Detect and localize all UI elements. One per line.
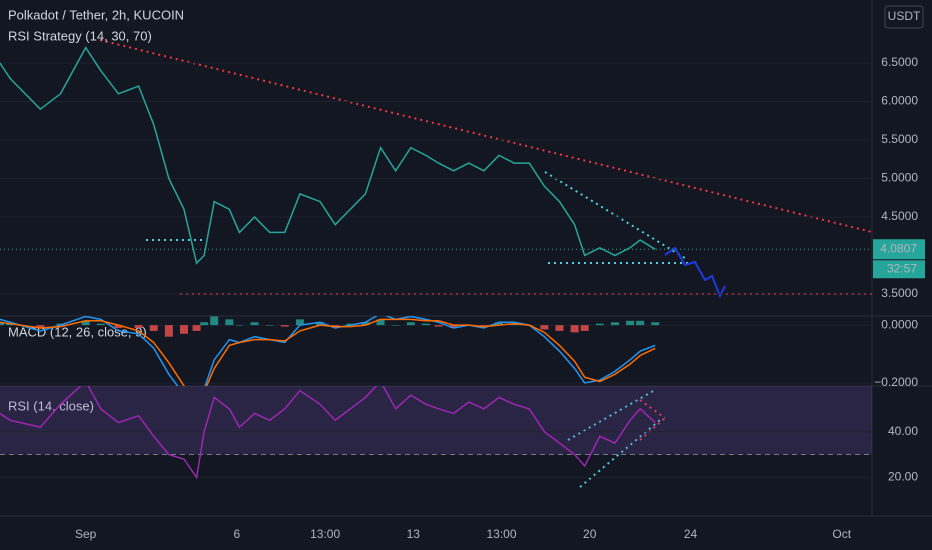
series-line	[0, 386, 656, 480]
histogram-bar	[235, 325, 244, 326]
histogram-bar	[210, 316, 219, 326]
histogram-bar	[316, 322, 325, 326]
histogram-bar	[555, 325, 564, 331]
histogram-bar	[406, 322, 415, 326]
last-price-label: 4.0807	[880, 241, 917, 255]
indicator-title: RSI (14, close)	[8, 398, 94, 413]
histogram-bar	[179, 325, 188, 334]
histogram-bar	[192, 325, 201, 331]
histogram-bar	[36, 325, 45, 329]
y-tick-label: 5.5000	[881, 132, 918, 146]
y-tick-label: 6.5000	[881, 55, 918, 69]
histogram-bar	[265, 325, 274, 326]
y-tick-label: 20.00	[888, 470, 918, 484]
histogram-bar	[250, 322, 259, 326]
last-price-box	[873, 239, 925, 260]
histogram-bar	[376, 319, 385, 326]
histogram-bar	[134, 325, 143, 329]
y-tick-label: 0.0000	[881, 317, 918, 331]
rsi-drawings	[567, 389, 666, 488]
histogram-bar	[295, 319, 304, 326]
histogram-bar	[636, 320, 645, 326]
histogram-bar	[495, 322, 504, 326]
y-tick-label: 4.5000	[881, 209, 918, 223]
projection-path	[664, 246, 726, 299]
histogram-bar	[449, 325, 458, 329]
pane	[0, 316, 872, 386]
histogram-bar	[391, 325, 400, 326]
series-line	[0, 46, 656, 265]
histogram-bar	[200, 322, 209, 326]
x-tick-label: 6	[234, 527, 241, 541]
histogram-bar	[96, 323, 105, 326]
x-tick-label: 20	[583, 527, 597, 541]
y-tick-label: 40.00	[888, 424, 918, 438]
histogram-bar	[0, 322, 4, 326]
histogram-bar	[540, 325, 549, 330]
x-tick-label: 13	[407, 527, 421, 541]
y-tick-label: 6.0000	[881, 94, 918, 108]
pane	[0, 386, 872, 480]
countdown: 32:57	[887, 261, 917, 275]
histogram-bar	[595, 323, 604, 326]
histogram-bar	[149, 325, 158, 331]
histogram-bar	[651, 322, 660, 326]
wedge-line	[544, 171, 689, 261]
x-tick-label: Sep	[75, 527, 97, 541]
histogram-bar	[114, 325, 123, 329]
trend-line	[99, 39, 872, 233]
chart-title: Polkadot / Tether, 2h, KUCOIN	[8, 7, 184, 22]
currency[interactable]: USDT	[888, 9, 921, 23]
histogram-bar	[361, 322, 370, 326]
histogram-bar	[164, 325, 173, 337]
histogram-bar	[225, 319, 234, 326]
rsi-band	[0, 386, 872, 455]
histogram-bar	[626, 320, 635, 326]
countdown-box	[873, 260, 925, 279]
series-line	[0, 318, 656, 386]
histogram-bar	[421, 323, 430, 326]
histogram-bar	[81, 320, 90, 326]
histogram-bar	[610, 322, 619, 326]
y-tick-label: 5.0000	[881, 171, 918, 185]
x-tick-label: 24	[684, 527, 698, 541]
histogram-bar	[580, 325, 589, 331]
x-tick-label: Oct	[832, 527, 851, 541]
pane	[0, 46, 872, 295]
histogram-bar	[434, 325, 443, 327]
y-tick-label: 3.5000	[881, 286, 918, 300]
histogram-bar	[280, 325, 289, 327]
x-tick-label: 13:00	[310, 527, 340, 541]
y-tick-label: −0.2000	[874, 375, 918, 389]
indicator-title: RSI Strategy (14, 30, 70)	[8, 28, 152, 43]
wedge-line	[639, 399, 666, 419]
currency-box[interactable]	[884, 5, 924, 29]
x-tick-label: 13:00	[487, 527, 517, 541]
histogram-bar	[570, 325, 579, 333]
